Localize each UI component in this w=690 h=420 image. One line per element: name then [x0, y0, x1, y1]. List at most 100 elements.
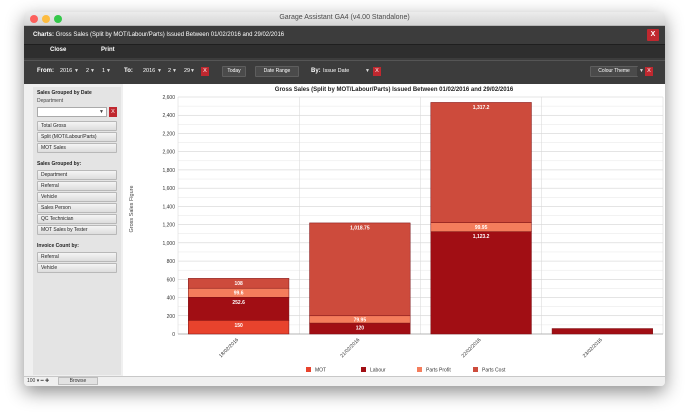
clear-by-button[interactable]: X	[373, 67, 381, 76]
chevron-down-icon: ▼	[99, 109, 104, 115]
chart-area: Gross Sales (Split by MOT/Labour/Parts) …	[123, 84, 665, 378]
total-gross-button[interactable]: Total Gross	[37, 121, 117, 131]
chart-title: Gross Sales (Split by MOT/Labour/Parts) …	[275, 87, 514, 93]
to-day-select[interactable]: 29 ▼	[182, 67, 196, 76]
clear-colour-theme-button[interactable]: X	[645, 67, 653, 76]
to-month-select[interactable]: 2 ▼	[166, 67, 178, 76]
section-sales-grouped-by: Sales Grouped by:	[37, 161, 82, 167]
zoom-level[interactable]: 100 ▾ ━ ✚	[27, 378, 50, 384]
group-vehicle-button[interactable]: Vehicle	[37, 192, 117, 202]
legend-swatch	[417, 367, 422, 372]
today-button[interactable]: Today	[222, 66, 246, 77]
data-label: 1,123.2	[473, 234, 490, 240]
x-tick-label: 18/02/2016	[218, 337, 240, 359]
filter-bar: From: 2016 ▼ 2 ▼ 1 ▼ To: 2016 ▼ 2 ▼ 29 ▼ X Tod…	[24, 60, 665, 84]
legend-swatch	[306, 367, 311, 372]
count-referral-button[interactable]: Referral	[37, 252, 117, 262]
group-department-button[interactable]: Department	[37, 170, 117, 180]
group-mot-by-tester-button[interactable]: MOT Sales by Tester	[37, 225, 117, 235]
section-sales-by-date: Sales Grouped by Date	[37, 90, 92, 96]
chevron-down-icon: ▼	[157, 68, 162, 74]
y-tick-label: 600	[167, 277, 176, 283]
sidebar: Sales Grouped by Date Department ▼ X Tot…	[33, 87, 121, 375]
split-mot-labour-parts-button[interactable]: Split (MOT/Labour/Parts)	[37, 132, 117, 142]
to-day-value: 29	[184, 68, 191, 74]
from-year-select[interactable]: 2016 ▼	[58, 67, 80, 76]
clear-dates-button[interactable]: X	[201, 67, 209, 76]
bar-segment	[430, 102, 532, 223]
title-bar: Garage Assistant GA4 (v4.00 Standalone)	[24, 12, 665, 26]
legend-label: MOT	[315, 368, 326, 374]
window-close-dot[interactable]	[30, 15, 38, 23]
close-button[interactable]: Close	[50, 47, 67, 53]
subtitle-prefix: Charts:	[33, 32, 55, 38]
by-value: Issue Date	[323, 68, 350, 74]
chevron-down-icon: ▼	[74, 68, 79, 74]
browse-tab[interactable]: Browse	[58, 377, 98, 385]
y-tick-label: 2,200	[162, 131, 175, 137]
window-title: Garage Assistant GA4 (v4.00 Standalone)	[279, 14, 410, 21]
chevron-down-icon: ▼	[365, 68, 370, 74]
window-minimize-dot[interactable]	[42, 15, 50, 23]
count-vehicle-button[interactable]: Vehicle	[37, 263, 117, 273]
from-year-value: 2016	[60, 68, 73, 74]
charts-subtitle: Charts: Gross Sales (Split by MOT/Labour…	[33, 32, 284, 38]
subtitle-text: Gross Sales (Split by MOT/Labour/Parts) …	[54, 32, 285, 38]
date-range-select[interactable]: Date Range	[255, 66, 299, 77]
print-button[interactable]: Print	[101, 47, 115, 53]
from-label: From:	[37, 68, 54, 74]
legend: MOT Labour Parts Profit Parts Cost	[306, 367, 506, 374]
action-bar: Close Print	[24, 44, 665, 58]
y-tick-label: 1,400	[162, 204, 175, 210]
date-range-label: Date Range	[263, 68, 291, 74]
chevron-down-icon: ▼	[90, 68, 95, 74]
group-sales-person-button[interactable]: Sales Person	[37, 203, 117, 213]
from-month-select[interactable]: 2 ▼	[84, 67, 96, 76]
y-axis-label: Gross Sales Figure	[129, 185, 135, 232]
colour-theme-label: Colour Theme	[598, 68, 630, 74]
data-label: 150	[234, 323, 243, 329]
to-year-value: 2016	[143, 68, 156, 74]
chevron-down-icon: ▼	[172, 68, 177, 74]
group-qc-technician-button[interactable]: QC Technician	[37, 214, 117, 224]
data-label: 99.95	[475, 225, 488, 231]
chevron-down-icon: ▼	[190, 68, 195, 74]
bar-segment	[551, 328, 653, 335]
data-label: 108	[234, 281, 243, 287]
y-tick-label: 1,000	[162, 241, 175, 247]
legend-label: Labour	[370, 368, 386, 374]
y-tick-label: 0	[172, 332, 175, 338]
charts-close-button[interactable]: X	[647, 29, 659, 41]
legend-label: Parts Profit	[426, 368, 451, 374]
data-label: 252.6	[232, 300, 245, 306]
bar-segment	[309, 222, 411, 317]
mot-sales-button[interactable]: MOT Sales	[37, 143, 117, 153]
to-year-select[interactable]: 2016 ▼	[141, 67, 163, 76]
chevron-down-icon: ▼	[106, 68, 111, 74]
x-tick-label: 22/02/2016	[461, 337, 483, 359]
group-referral-button[interactable]: Referral	[37, 181, 117, 191]
section-invoice-count-by: Invoice Count by:	[37, 243, 79, 249]
legend-swatch	[361, 367, 366, 372]
by-label: By:	[311, 68, 321, 74]
y-tick-label: 1,600	[162, 186, 175, 192]
y-tick-label: 2,400	[162, 113, 175, 119]
department-select[interactable]: ▼	[37, 107, 107, 117]
legend-swatch	[473, 367, 478, 372]
y-tick-label: 400	[167, 296, 176, 302]
y-tick-label: 800	[167, 259, 176, 265]
bars: 150 252.6 99.6 108 120 79.95 1,018.75 1,123.2 99…	[188, 102, 653, 335]
colour-theme-arrow[interactable]: ▼	[637, 67, 645, 76]
window-zoom-dot[interactable]	[54, 15, 62, 23]
x-tick-label: 23/02/2016	[582, 337, 604, 359]
by-select[interactable]: Issue Date ▼	[321, 67, 371, 76]
legend-label: Parts Cost	[482, 368, 506, 374]
colour-theme-select[interactable]: Colour Theme	[590, 66, 638, 77]
from-month-value: 2	[86, 68, 90, 74]
x-tick-labels: 18/02/2016 21/02/2016 22/02/2016 23/02/2016	[218, 337, 604, 359]
from-day-select[interactable]: 1 ▼	[100, 67, 112, 76]
data-label: 1,018.75	[350, 225, 370, 231]
y-tick-label: 2,000	[162, 150, 175, 156]
department-clear-button[interactable]: X	[109, 107, 117, 117]
to-month-value: 2	[168, 68, 172, 74]
